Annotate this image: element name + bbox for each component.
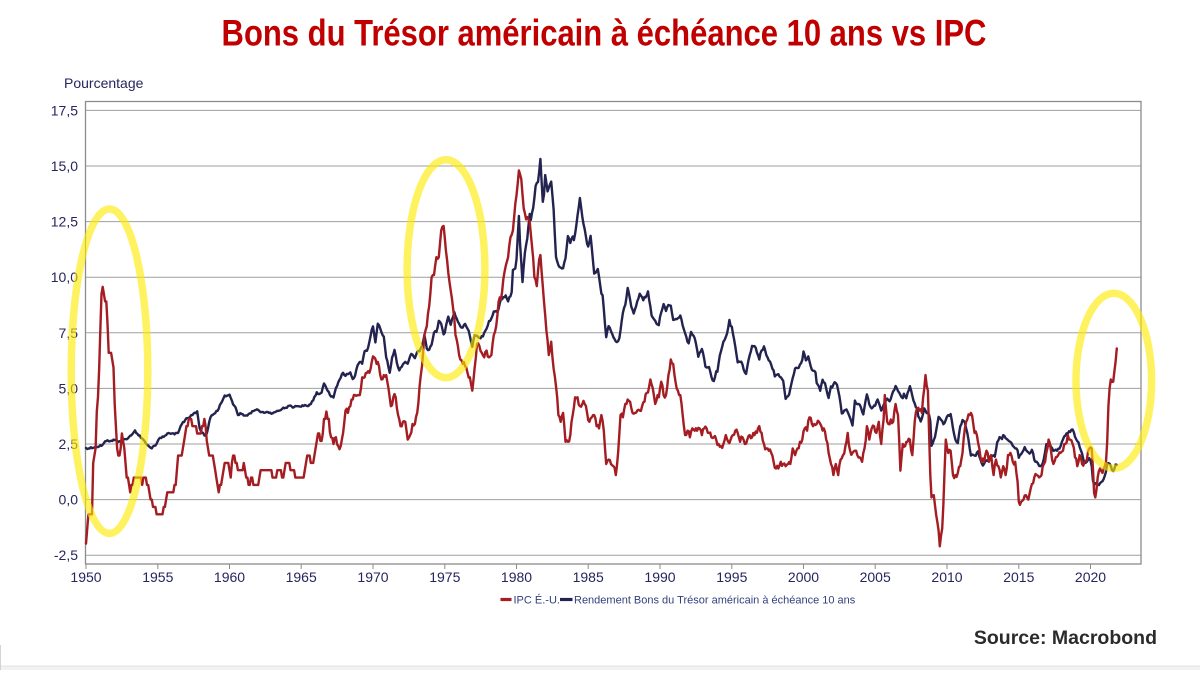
svg-text:1980: 1980	[501, 569, 532, 585]
svg-text:1995: 1995	[716, 569, 747, 585]
svg-text:0,0: 0,0	[59, 492, 79, 508]
svg-text:1965: 1965	[286, 569, 317, 585]
svg-text:Source: Macrobond: Source: Macrobond	[974, 627, 1157, 649]
svg-text:1960: 1960	[214, 569, 245, 585]
svg-text:17,5: 17,5	[51, 102, 78, 118]
svg-text:10,0: 10,0	[51, 269, 78, 285]
svg-text:2010: 2010	[931, 569, 962, 585]
svg-text:Rendement Bons du Trésor améri: Rendement Bons du Trésor américain à éch…	[574, 594, 856, 606]
svg-text:1975: 1975	[429, 569, 460, 585]
svg-text:1950: 1950	[70, 569, 101, 585]
svg-text:15,0: 15,0	[51, 158, 78, 174]
svg-text:2015: 2015	[1003, 569, 1034, 585]
svg-text:Bons du Trésor américain à éch: Bons du Trésor américain à échéance 10 a…	[222, 13, 987, 54]
svg-text:2005: 2005	[860, 569, 891, 585]
svg-text:IPC É.-U.: IPC É.-U.	[514, 593, 560, 606]
svg-text:12,5: 12,5	[51, 214, 78, 230]
svg-text:1955: 1955	[142, 569, 173, 585]
svg-text:2000: 2000	[788, 569, 819, 585]
svg-text:1970: 1970	[357, 569, 388, 585]
svg-text:-2,5: -2,5	[54, 547, 78, 563]
svg-text:1990: 1990	[644, 569, 675, 585]
svg-text:Pourcentage: Pourcentage	[64, 75, 144, 91]
svg-text:1985: 1985	[573, 569, 604, 585]
svg-text:2020: 2020	[1075, 569, 1106, 585]
